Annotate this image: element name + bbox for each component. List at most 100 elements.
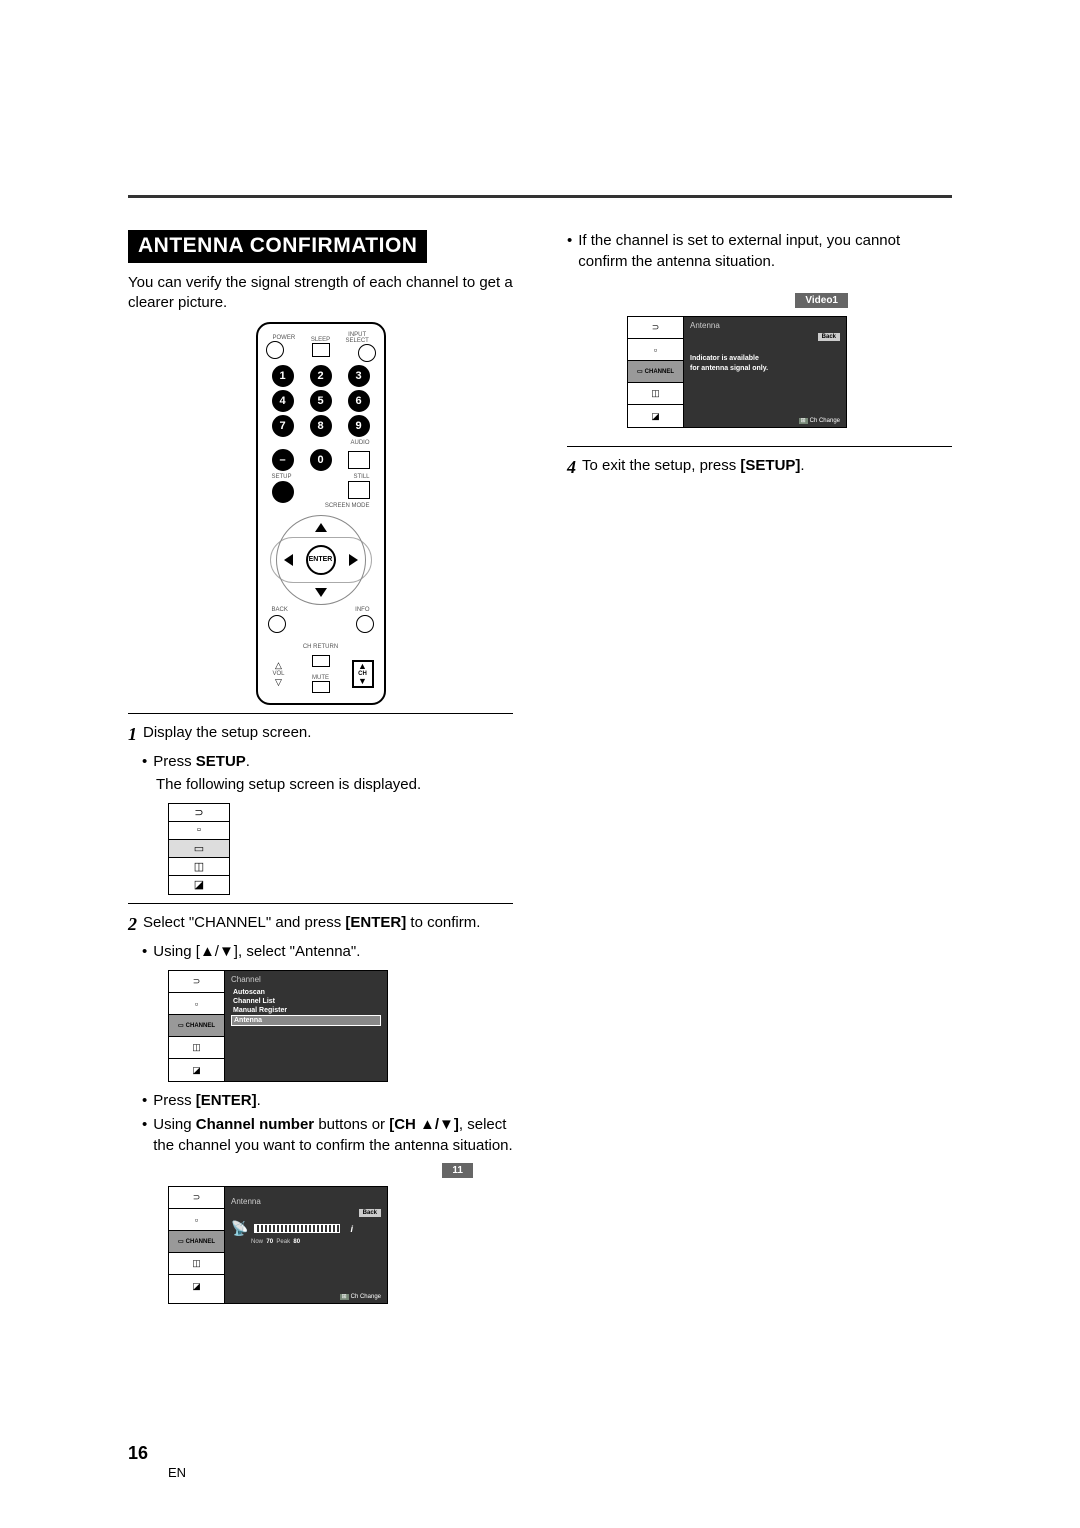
- ch-return-button: [312, 655, 330, 667]
- osd-sb-feature-icon: ◫: [628, 383, 683, 405]
- separator: [128, 903, 513, 904]
- num-4: 4: [272, 390, 294, 412]
- info-label: INFO: [355, 607, 369, 613]
- channel-badge: 11: [442, 1163, 473, 1178]
- osd-icon-feature: ◫: [169, 858, 229, 876]
- num-3: 3: [348, 365, 370, 387]
- page-number: 16: [128, 1443, 148, 1464]
- still-button: [348, 481, 370, 499]
- sleep-button: [312, 343, 330, 357]
- osd-back-button: Back: [359, 1209, 381, 1217]
- step-2-number: 2: [128, 912, 137, 937]
- osd-menu-title: Channel: [231, 975, 381, 984]
- step-4: 4 To exit the setup, press [SETUP].: [567, 455, 952, 480]
- back-label: BACK: [272, 607, 288, 613]
- osd-sb-feature-icon: ◫: [169, 1253, 224, 1275]
- dpad-left-icon: [284, 554, 293, 566]
- osd-item-channel-list: Channel List: [231, 997, 381, 1006]
- top-divider: [128, 195, 952, 198]
- video-badge: Video1: [795, 293, 848, 308]
- input-select-button: [358, 344, 376, 362]
- step-2-bullet-3: Using Channel number buttons or [CH ▲/▼]…: [142, 1114, 513, 1156]
- mute-label: MUTE: [312, 675, 330, 681]
- num-8: 8: [310, 415, 332, 437]
- num-2: 2: [310, 365, 332, 387]
- page-title: ANTENNA CONFIRMATION: [128, 230, 427, 263]
- osd-sb-lock-icon: ◪: [169, 1059, 224, 1081]
- osd-video-msg: Indicator is available for antenna signa…: [690, 354, 840, 374]
- power-label: POWER: [266, 335, 303, 341]
- osd-icon-channel: ▭: [169, 840, 229, 858]
- osd-sb-channel: ▭CHANNEL: [628, 361, 683, 383]
- osd-sb-picture-icon: ⊃: [628, 317, 683, 339]
- input-select-label: INPUT SELECT: [339, 332, 376, 344]
- step-1-number: 1: [128, 722, 137, 747]
- osd-icon-picture: ⊃: [169, 804, 229, 822]
- enter-button: ENTER: [306, 545, 336, 575]
- osd-antenna-signal: ⊃ ▫ ▭CHANNEL ◫ ◪ Antenna Back 📡 i Now: [168, 1186, 388, 1304]
- osd-sb-lock-icon: ◪: [628, 405, 683, 427]
- step-2-bullet-2: Press [ENTER].: [142, 1090, 513, 1111]
- osd-sb-channel: ▭CHANNEL: [169, 1015, 224, 1037]
- setup-screen-small: ⊃ ▫ ▭ ◫ ◪: [168, 803, 230, 895]
- intro-text: You can verify the signal strength of ea…: [128, 273, 513, 314]
- step-4-number: 4: [567, 455, 576, 480]
- dpad-down-icon: [315, 588, 327, 597]
- signal-bar: [254, 1224, 340, 1233]
- right-column: If the channel is set to external input,…: [567, 230, 952, 1312]
- osd-icon-lock: ◪: [169, 876, 229, 894]
- power-button: [266, 341, 284, 359]
- osd-sb-sound-icon: ▫: [169, 993, 224, 1015]
- osd-back-button: Back: [818, 333, 840, 341]
- setup-button: [272, 481, 294, 503]
- dpad-right-icon: [349, 554, 358, 566]
- num-6: 6: [348, 390, 370, 412]
- osd-icon-sound: ▫: [169, 822, 229, 840]
- step-2-bullet-1: Using [▲/▼], select "Antenna".: [142, 941, 513, 962]
- dpad-up-icon: [315, 523, 327, 532]
- osd-item-antenna: Antenna: [231, 1015, 381, 1026]
- osd-footer: ⊞Ch Change: [340, 1293, 381, 1300]
- num-9: 9: [348, 415, 370, 437]
- ch-return-label: CH RETURN: [303, 644, 338, 650]
- osd-sb-lock-icon: ◪: [169, 1275, 224, 1297]
- right-note: If the channel is set to external input,…: [567, 230, 952, 272]
- osd-item-autoscan: Autoscan: [231, 988, 381, 997]
- osd-item-manual-register: Manual Register: [231, 1006, 381, 1015]
- remote-illustration: POWER SLEEP INPUT SELECT 1 2 3 4 5 6: [256, 322, 386, 705]
- osd-sb-sound-icon: ▫: [628, 339, 683, 361]
- separator: [567, 446, 952, 447]
- osd-sb-channel: ▭CHANNEL: [169, 1231, 224, 1253]
- screen-mode-label: SCREEN MODE: [325, 503, 370, 509]
- num-7: 7: [272, 415, 294, 437]
- num-0: 0: [310, 449, 332, 471]
- dpad: ENTER: [276, 515, 366, 605]
- back-button: [268, 615, 286, 633]
- ch-rocker: ▲ CH ▼: [352, 660, 374, 688]
- left-column: ANTENNA CONFIRMATION You can verify the …: [128, 230, 513, 1312]
- audio-label: AUDIO: [350, 440, 369, 446]
- step-1-sub: The following setup screen is displayed.: [156, 775, 513, 795]
- step-1: 1 Display the setup screen.: [128, 722, 513, 747]
- osd-channel-menu: ⊃ ▫ ▭CHANNEL ◫ ◪ Channel Autoscan Channe…: [168, 970, 388, 1082]
- still-label: STILL: [353, 474, 369, 480]
- osd-sb-picture-icon: ⊃: [169, 1187, 224, 1209]
- num-dash: –: [272, 449, 294, 471]
- num-1: 1: [272, 365, 294, 387]
- mute-button: [312, 681, 330, 693]
- signal-values: Now 70 Peak 80: [251, 1239, 381, 1245]
- osd-antenna-title: Antenna: [231, 1197, 381, 1206]
- setup-label: SETUP: [272, 474, 292, 480]
- page-lang: EN: [168, 1465, 186, 1480]
- osd-sb-sound-icon: ▫: [169, 1209, 224, 1231]
- antenna-tower-icon: 📡: [231, 1220, 248, 1237]
- sleep-label: SLEEP: [302, 337, 339, 343]
- osd-video-title: Antenna: [690, 321, 840, 330]
- osd-sb-picture-icon: ⊃: [169, 971, 224, 993]
- osd-video1: ⊃ ▫ ▭CHANNEL ◫ ◪ Antenna Back Indicator …: [627, 316, 847, 428]
- step-1-bullet-1: Press SETUP.: [142, 751, 513, 772]
- osd-sb-feature-icon: ◫: [169, 1037, 224, 1059]
- info-button: [356, 615, 374, 633]
- step-2: 2 Select "CHANNEL" and press [ENTER] to …: [128, 912, 513, 937]
- audio-button: [348, 451, 370, 469]
